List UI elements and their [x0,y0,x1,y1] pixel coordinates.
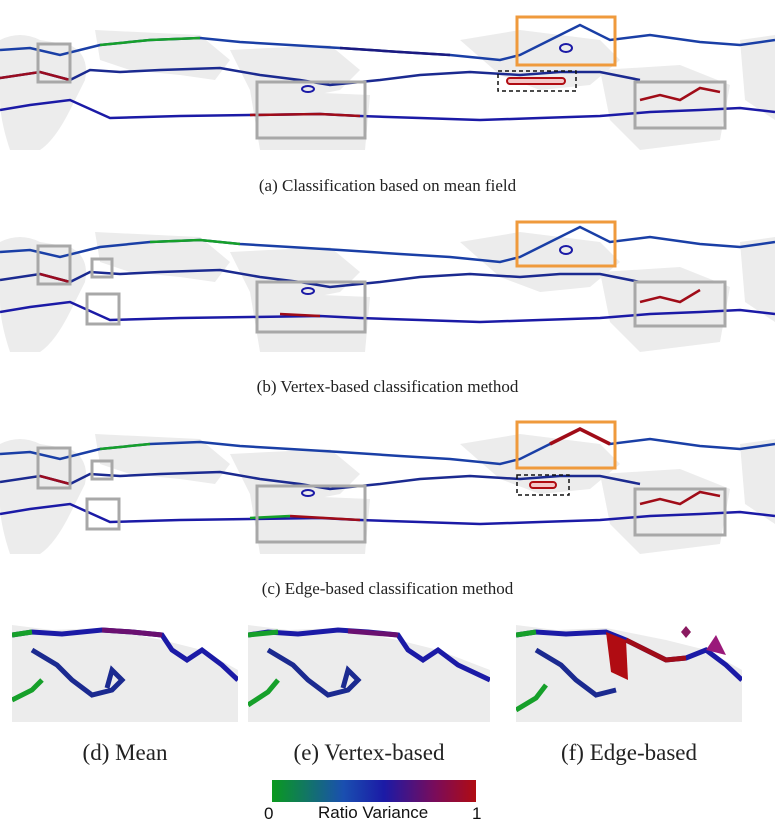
caption-f: (f) Edge-based [560,740,697,765]
zoom-panel-f [516,610,742,722]
caption-d: (d) Mean [82,740,168,765]
caption-c: (c) Edge-based classification method [261,579,514,598]
zoom-panel-d [12,610,238,722]
map-panel-c [0,420,775,554]
map-panel-b [0,220,775,352]
caption-a: (a) Classification based on mean field [258,176,517,195]
colorbar-min-label: 0 [264,804,274,823]
colorbar-max-label: 1 [472,804,482,823]
zoom-panel-e [248,610,490,722]
caption-e: (e) Vertex-based [293,740,445,765]
caption-b: (b) Vertex-based classification method [256,377,519,396]
colorbar-title: Ratio Variance [318,803,429,822]
ratio-variance-colorbar [272,780,476,802]
map-panel-a [0,0,775,160]
